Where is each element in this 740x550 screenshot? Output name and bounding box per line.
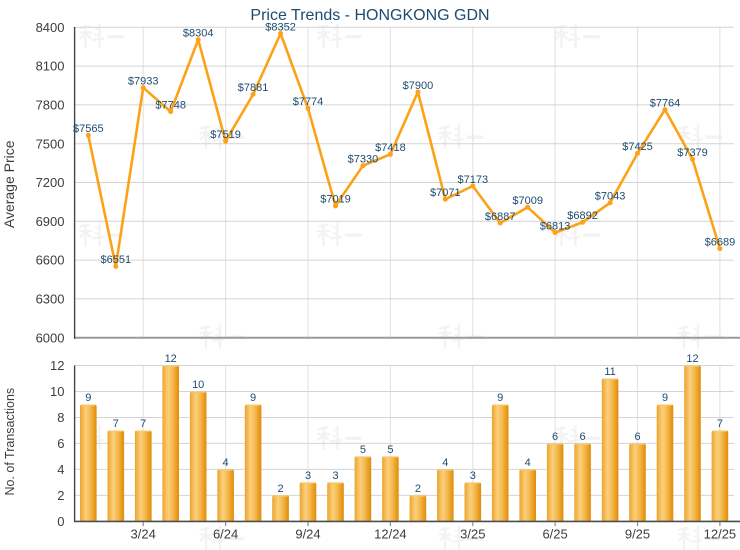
svg-text:2: 2 [415, 483, 421, 495]
svg-text:$7900: $7900 [403, 80, 434, 92]
svg-text:4: 4 [442, 457, 448, 469]
svg-text:$7009: $7009 [512, 195, 543, 207]
svg-text:$7565: $7565 [73, 123, 104, 135]
svg-text:6/25: 6/25 [542, 526, 567, 541]
svg-text:2: 2 [278, 483, 284, 495]
svg-text:$7418: $7418 [375, 142, 406, 154]
svg-text:$7881: $7881 [238, 82, 269, 94]
svg-text:0: 0 [57, 514, 64, 529]
svg-text:9: 9 [250, 392, 256, 404]
svg-text:6000: 6000 [36, 330, 65, 345]
svg-text:10: 10 [192, 379, 204, 391]
svg-text:12/24: 12/24 [374, 526, 407, 541]
svg-text:3: 3 [305, 470, 311, 482]
svg-text:6: 6 [552, 431, 558, 443]
svg-text:8: 8 [57, 410, 64, 425]
svg-text:3/25: 3/25 [460, 526, 485, 541]
svg-text:$7071: $7071 [430, 187, 461, 199]
svg-text:No. of Transactions: No. of Transactions [3, 388, 17, 496]
svg-text:6: 6 [57, 436, 64, 451]
svg-text:4: 4 [223, 457, 229, 469]
svg-text:$7173: $7173 [458, 174, 489, 186]
svg-text:$7748: $7748 [155, 99, 186, 111]
svg-text:7800: 7800 [36, 98, 65, 113]
svg-text:4: 4 [525, 457, 531, 469]
svg-text:7: 7 [113, 418, 119, 430]
svg-text:9: 9 [497, 392, 503, 404]
svg-text:$6892: $6892 [567, 210, 598, 222]
svg-text:6300: 6300 [36, 292, 65, 307]
svg-text:3: 3 [470, 470, 476, 482]
svg-text:10: 10 [50, 384, 64, 399]
svg-text:7: 7 [140, 418, 146, 430]
svg-text:9: 9 [85, 392, 91, 404]
svg-text:$6887: $6887 [485, 211, 516, 223]
svg-text:3: 3 [332, 470, 338, 482]
svg-text:$7330: $7330 [348, 154, 379, 166]
svg-text:$6551: $6551 [101, 254, 132, 266]
svg-text:8100: 8100 [36, 59, 65, 74]
svg-text:7: 7 [717, 418, 723, 430]
svg-text:9/25: 9/25 [625, 526, 650, 541]
svg-text:12: 12 [165, 353, 177, 365]
svg-text:6/24: 6/24 [213, 526, 238, 541]
svg-text:3/24: 3/24 [131, 526, 156, 541]
svg-text:9/24: 9/24 [295, 526, 320, 541]
svg-text:12: 12 [686, 353, 698, 365]
svg-text:8400: 8400 [36, 20, 65, 35]
svg-text:6600: 6600 [36, 253, 65, 268]
svg-text:$7764: $7764 [650, 97, 681, 109]
svg-text:6: 6 [634, 431, 640, 443]
svg-text:5: 5 [387, 444, 393, 456]
svg-text:$7379: $7379 [677, 147, 708, 159]
svg-text:$7425: $7425 [622, 141, 653, 153]
svg-text:$7933: $7933 [128, 76, 159, 88]
svg-text:Average Price: Average Price [1, 140, 17, 228]
svg-text:$8352: $8352 [265, 21, 296, 33]
svg-text:$6813: $6813 [540, 220, 571, 232]
svg-text:6: 6 [580, 431, 586, 443]
svg-text:$6689: $6689 [705, 236, 736, 248]
svg-text:4: 4 [57, 462, 64, 477]
svg-text:$7774: $7774 [293, 96, 324, 108]
svg-text:$8304: $8304 [183, 28, 214, 40]
svg-text:7200: 7200 [36, 175, 65, 190]
svg-text:12: 12 [50, 358, 64, 373]
svg-text:5: 5 [360, 444, 366, 456]
svg-text:Price Trends - HONGKONG GDN: Price Trends - HONGKONG GDN [250, 7, 489, 24]
svg-text:$7019: $7019 [320, 194, 351, 206]
svg-text:$7043: $7043 [595, 191, 626, 203]
svg-text:11: 11 [604, 366, 615, 378]
svg-text:7500: 7500 [36, 136, 65, 151]
svg-text:9: 9 [662, 392, 668, 404]
svg-text:6900: 6900 [36, 214, 65, 229]
svg-text:$7519: $7519 [210, 129, 241, 141]
svg-text:12/25: 12/25 [704, 526, 737, 541]
svg-text:2: 2 [57, 488, 64, 503]
